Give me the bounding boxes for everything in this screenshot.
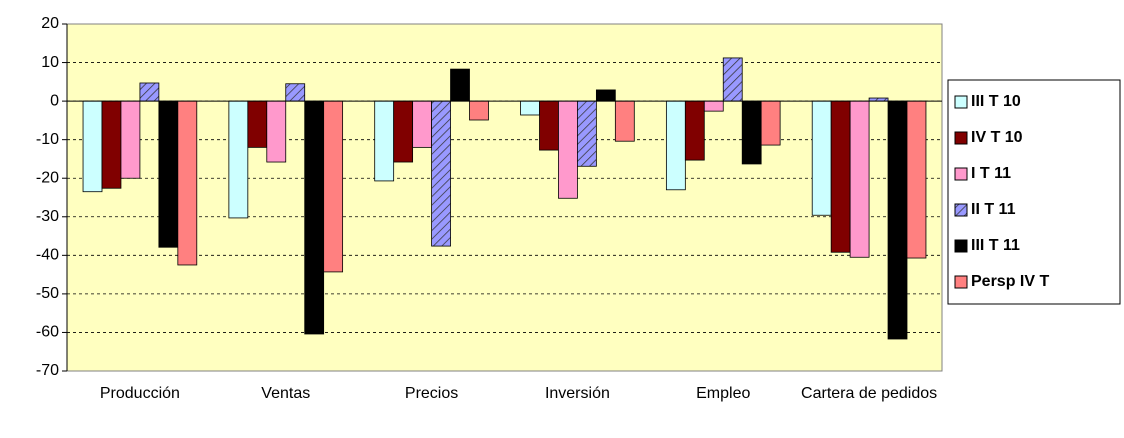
legend-label: III T 10 — [971, 93, 1021, 110]
bar — [703, 100, 724, 112]
legend-label: I T 11 — [971, 165, 1011, 182]
bar — [431, 100, 451, 247]
bar — [450, 68, 470, 102]
bar — [539, 100, 559, 151]
x-tick-label: Inversión — [544, 385, 610, 402]
bar — [412, 100, 432, 148]
bar — [228, 100, 249, 219]
bar — [887, 100, 908, 340]
y-tick-label: 20 — [41, 15, 59, 32]
bar — [684, 100, 705, 161]
y-tick-label: -50 — [36, 285, 59, 302]
legend-swatch — [954, 239, 968, 253]
legend-swatch — [954, 203, 968, 217]
bar — [120, 100, 141, 179]
y-tick-label: -10 — [36, 131, 59, 148]
x-tick-label: Ventas — [261, 385, 311, 402]
bar — [722, 57, 743, 102]
legend-label: III T 11 — [971, 237, 1020, 254]
legend-label: IV T 10 — [971, 129, 1023, 146]
bar — [830, 100, 851, 253]
plot-area — [66, 23, 943, 372]
bar — [520, 100, 540, 116]
legend-label: Persp IV T — [971, 273, 1049, 290]
x-tick-label: Empleo — [696, 385, 751, 402]
bar — [101, 100, 122, 189]
bar — [266, 100, 287, 163]
y-tick-label: -20 — [36, 169, 59, 186]
legend-swatch — [954, 131, 968, 145]
legend-box — [947, 79, 1121, 305]
bar — [595, 89, 616, 102]
bar — [614, 100, 635, 142]
bar — [906, 100, 927, 259]
bar — [323, 100, 344, 273]
legend-swatch — [954, 95, 968, 109]
bar — [849, 100, 870, 258]
legend-label: II T 11 — [971, 201, 1016, 218]
bar — [177, 100, 198, 266]
legend: III T 10 IV T 10 I T 11 II T 11 III T 11 Pers… — [947, 79, 1121, 305]
bar — [82, 100, 103, 193]
bar — [393, 100, 414, 163]
bar — [285, 83, 306, 102]
y-tick-label: 0 — [50, 92, 59, 109]
bar — [558, 100, 578, 199]
bar — [158, 100, 179, 248]
bar — [760, 100, 781, 146]
bar — [741, 100, 762, 165]
x-tick-label: Producción — [99, 385, 180, 402]
y-tick-label: -40 — [36, 247, 59, 264]
y-tick-label: -30 — [36, 208, 59, 225]
bar — [469, 100, 489, 121]
bar — [139, 82, 160, 102]
y-tick-label: -60 — [36, 324, 59, 341]
y-tick-label: -70 — [36, 362, 59, 379]
bar — [304, 100, 325, 335]
bar — [577, 100, 597, 167]
bar — [665, 100, 686, 191]
bar — [247, 100, 268, 148]
bar — [811, 100, 832, 216]
bar — [374, 100, 395, 182]
x-tick-label: Precios — [404, 385, 459, 402]
y-tick-label: 10 — [41, 54, 59, 71]
legend-swatch — [954, 167, 968, 181]
x-tick-label: Cartera de pedidos — [801, 385, 938, 402]
legend-swatch — [954, 275, 968, 289]
